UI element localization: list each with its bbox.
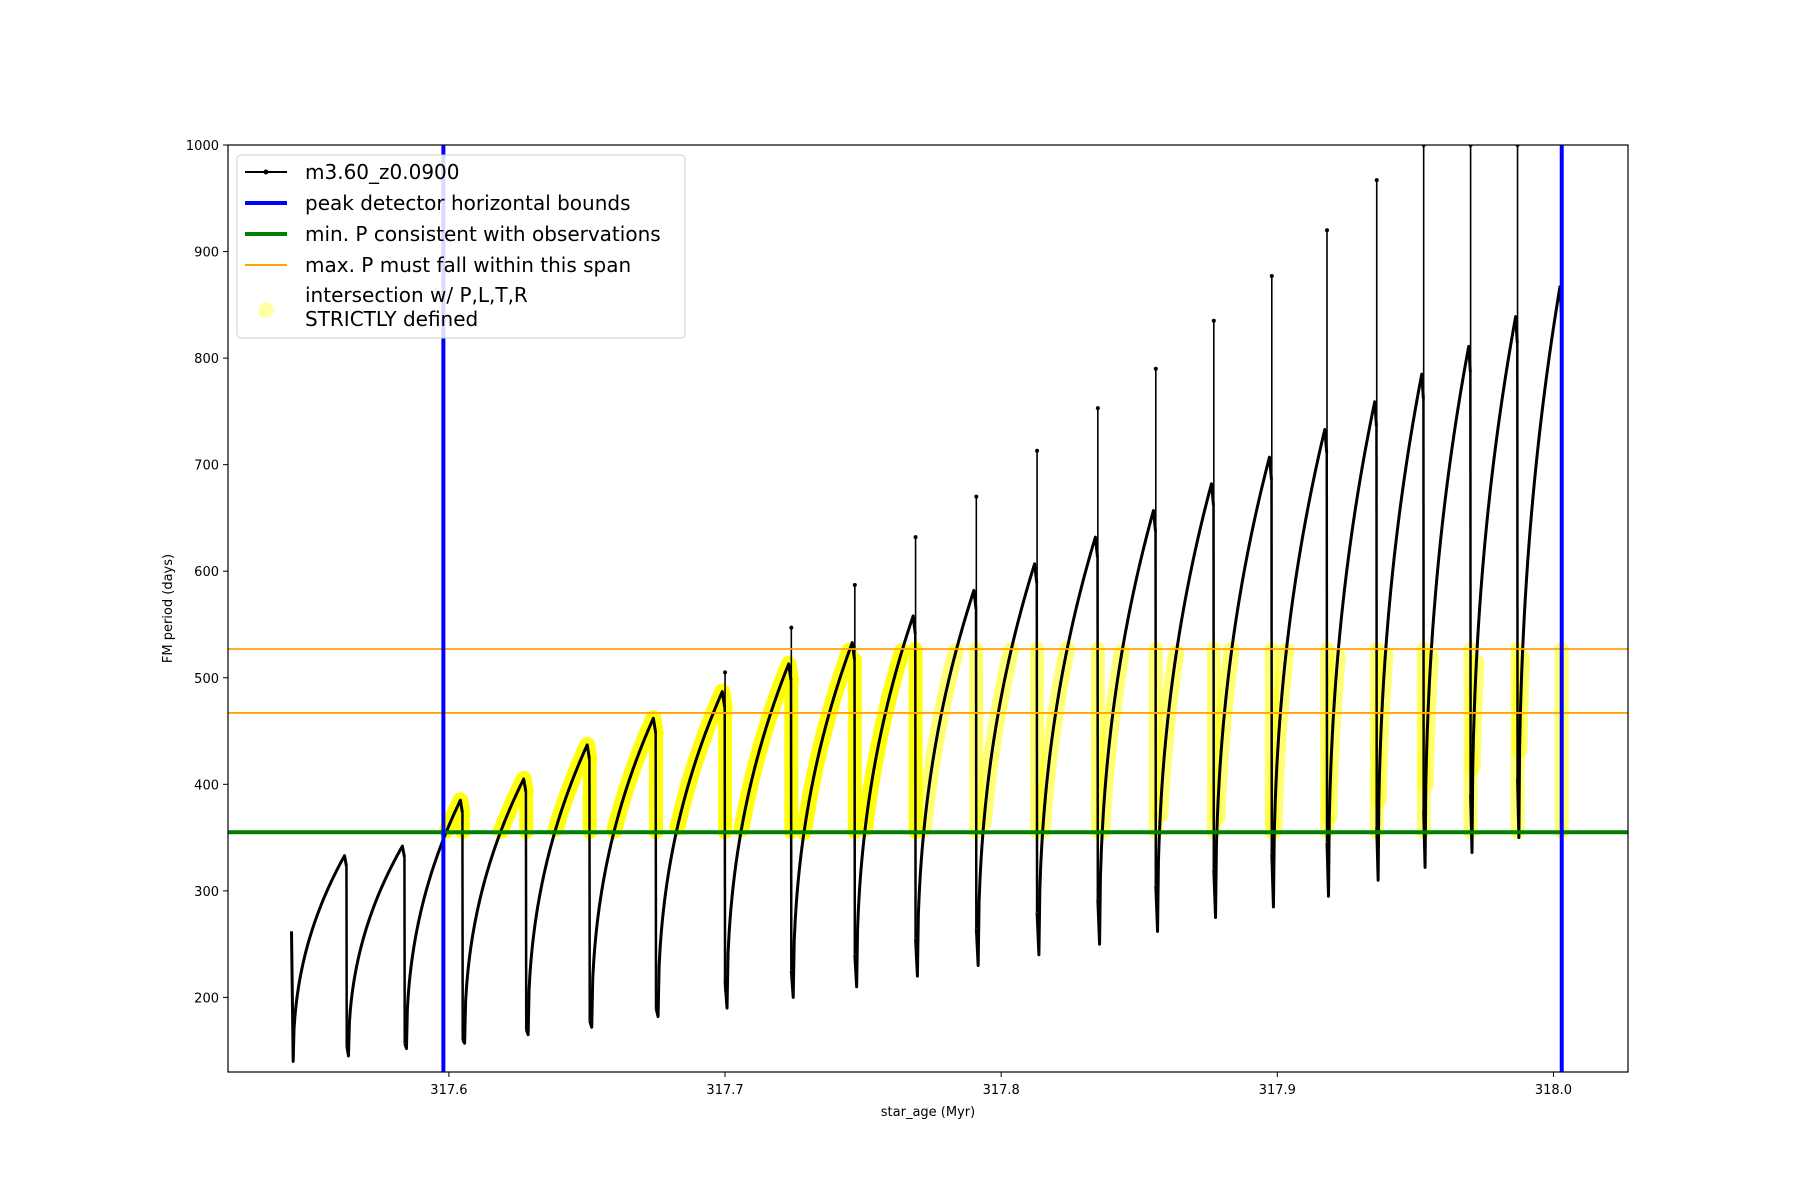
model-cycle-13 <box>1096 508 1158 946</box>
intersection-segment-8 <box>796 642 858 841</box>
model-spike-top-7 <box>1153 366 1158 371</box>
model-spike-top-0 <box>723 670 728 675</box>
model-spike-top-4 <box>974 494 979 499</box>
y-tick-label-0: 200 <box>194 991 219 1006</box>
x-axis-label: star_age (Myr) <box>881 1105 975 1120</box>
intersection-segment-6 <box>669 683 733 836</box>
legend-label2-intersection: STRICTLY defined <box>305 307 478 331</box>
model-spike-top-8 <box>1211 318 1216 323</box>
intersection-segment-7 <box>733 655 799 838</box>
model-cycle-15 <box>1212 455 1273 919</box>
intersection-segment-11 <box>975 642 1020 831</box>
model-spike-top-1 <box>789 625 794 630</box>
model-cycle-20 <box>1469 315 1519 854</box>
model-cycle-16 <box>1270 427 1329 909</box>
x-tick-label-2: 317.8 <box>983 1083 1020 1098</box>
y-tick-label-3: 500 <box>194 672 219 687</box>
model-spike-top-9 <box>1269 274 1274 279</box>
model-cycle-0 <box>290 854 348 1063</box>
plot-frame <box>227 144 1629 1073</box>
model-cycle-1 <box>345 844 406 1058</box>
model-cycle-17 <box>1325 400 1378 898</box>
intersection-segment-12 <box>1034 641 1076 840</box>
model-cycle-14 <box>1154 482 1216 933</box>
horizontal-reference-lines <box>228 648 1628 835</box>
legend-label-max_p_span: max. P must fall within this span <box>305 253 631 277</box>
legend-marker-dot-model <box>263 169 269 175</box>
model-cycle-4 <box>524 743 591 1037</box>
y-tick-label-1: 300 <box>194 885 219 900</box>
model-spike-top-3 <box>913 535 918 540</box>
model-spike-top-11 <box>1374 178 1379 183</box>
x-tick-label-3: 317.9 <box>1259 1083 1296 1098</box>
model-cycle-10 <box>914 588 978 978</box>
model-cycle-5 <box>588 716 658 1029</box>
model-spike-top-6 <box>1095 406 1100 411</box>
legend-label-model: m3.60_z0.0900 <box>305 160 460 184</box>
x-tick-label-4: 318.0 <box>1535 1083 1572 1098</box>
y-axis-label: FM period (days) <box>161 554 176 663</box>
model-cycle-19 <box>1422 344 1472 869</box>
axes: 317.6 317.7 317.8 317.9 318.0 200 300 400 500 600… <box>161 139 1629 1120</box>
model-cycle-9 <box>853 614 917 989</box>
y-tick-label-4: 600 <box>194 565 219 580</box>
x-tick-label-1: 317.7 <box>706 1083 743 1098</box>
legend-box <box>236 154 686 339</box>
y-tick-label-6: 800 <box>194 352 219 367</box>
model-cycle-7 <box>723 662 793 1010</box>
legend-label-min_p: min. P consistent with observations <box>305 222 661 246</box>
legend-label-bounds: peak detector horizontal bounds <box>305 191 631 215</box>
y-tick-label-7: 900 <box>194 246 219 261</box>
y-tick-label-2: 400 <box>194 778 219 793</box>
intersection-segment-9 <box>857 643 910 837</box>
model-cycle-2 <box>403 798 464 1051</box>
legend-marker-intersection <box>258 302 274 318</box>
model-spike-top-2 <box>852 583 857 588</box>
intersection-segment-10 <box>915 643 964 838</box>
x-tick-label-0: 317.6 <box>430 1083 467 1098</box>
legend-label-intersection: intersection w/ P,L,T,R <box>305 283 528 307</box>
model-spike-top-5 <box>1035 448 1040 453</box>
model-cycle-6 <box>654 690 727 1019</box>
y-tick-label-5: 700 <box>194 459 219 474</box>
model-cycle-8 <box>789 641 856 999</box>
model-cycle-3 <box>461 777 528 1045</box>
model-cycle-18 <box>1375 372 1425 882</box>
y-tick-label-8: 1000 <box>186 139 219 154</box>
model-cycle-11 <box>974 562 1039 967</box>
model-cycle-21 <box>1516 285 1564 840</box>
model-spike-top-10 <box>1325 228 1330 233</box>
